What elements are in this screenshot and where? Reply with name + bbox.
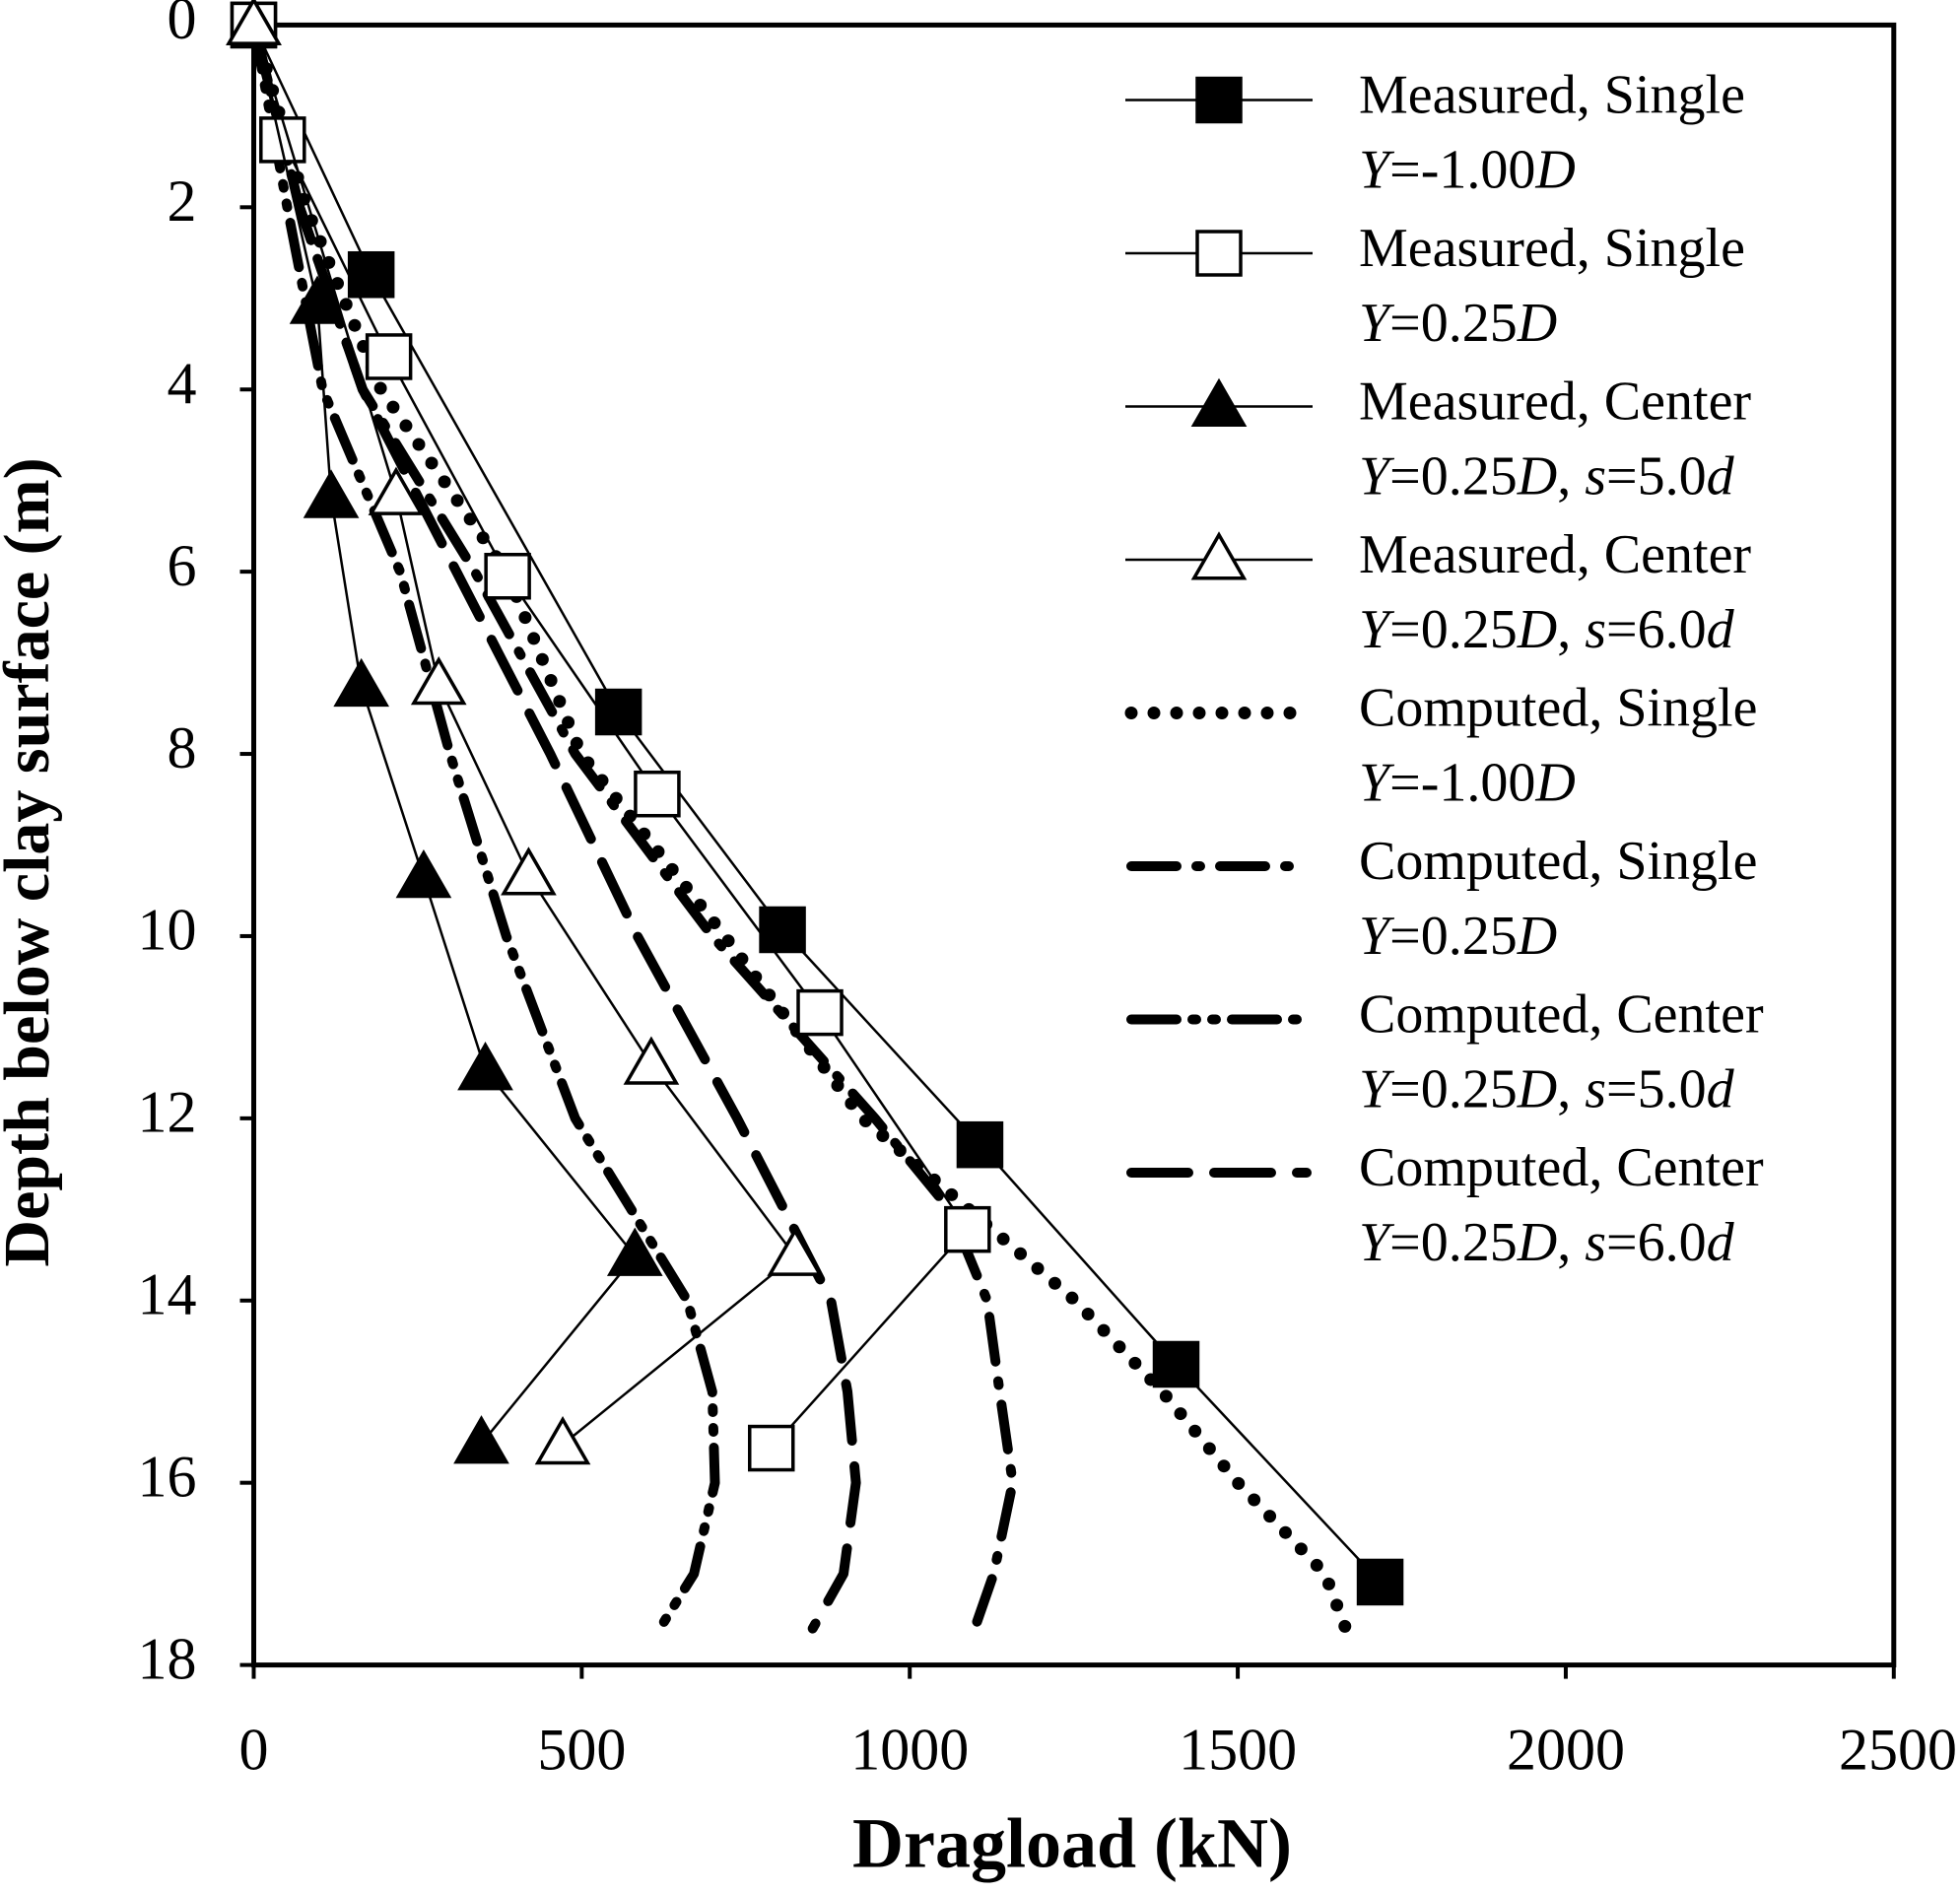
series-line — [252, 25, 970, 1450]
legend-condition: Y=0.25D, s=6.0d — [1359, 1212, 1735, 1273]
marker — [303, 469, 360, 518]
y-tick-label: 16 — [138, 1444, 197, 1509]
x-tick-label: 500 — [537, 1717, 626, 1782]
marker — [606, 1227, 663, 1276]
y-tick-label: 6 — [168, 533, 197, 598]
series-line — [247, 18, 1360, 1654]
series-line — [252, 25, 796, 1446]
legend-condition: Y=-1.00D — [1359, 139, 1576, 200]
marker — [767, 1227, 824, 1276]
legend-condition: Y=0.25D — [1359, 293, 1557, 354]
marker — [634, 770, 681, 818]
x-tick-label: 1000 — [850, 1717, 969, 1782]
legend-label: Measured, Center — [1359, 524, 1751, 585]
x-tick-label: 2000 — [1507, 1717, 1625, 1782]
legend-condition: Y=-1.00D — [1359, 752, 1576, 813]
plot-frame — [251, 22, 1897, 1668]
marker — [759, 906, 806, 954]
marker — [623, 1036, 680, 1085]
marker — [1152, 1340, 1200, 1388]
marker — [748, 1424, 795, 1472]
legend-condition: Y=0.25D, s=6.0d — [1359, 599, 1735, 660]
y-tick-label: 14 — [138, 1262, 197, 1327]
legend-marker — [1195, 76, 1243, 124]
marker — [956, 1120, 1004, 1169]
y-axis-title: Depth below clay surface (m) — [0, 457, 63, 1266]
series-line — [248, 20, 861, 1634]
y-tick-label: 4 — [168, 351, 197, 416]
legend-label: Computed, Center — [1359, 983, 1764, 1045]
legend-condition: Y=0.25D, s=5.0d — [1359, 1058, 1735, 1119]
x-tick-label: 2500 — [1839, 1717, 1957, 1782]
x-tick-label: 0 — [239, 1717, 269, 1782]
marker — [395, 848, 452, 899]
legend-label: Measured, Center — [1359, 371, 1751, 432]
marker — [333, 657, 390, 708]
x-tick-label: 1500 — [1179, 1717, 1297, 1782]
marker — [226, 0, 282, 45]
marker — [944, 1205, 991, 1253]
marker — [594, 688, 642, 736]
marker — [347, 250, 395, 299]
legend-label: Measured, Single — [1359, 218, 1745, 279]
marker — [453, 1415, 509, 1464]
marker — [501, 846, 557, 896]
marker — [796, 988, 844, 1037]
marker — [484, 553, 531, 600]
y-tick-label: 18 — [138, 1626, 197, 1691]
legend-label: Measured, Single — [1359, 64, 1745, 125]
legend-label: Computed, Center — [1359, 1137, 1764, 1198]
y-tick-label: 8 — [168, 715, 197, 780]
legend-condition: Y=0.25D — [1359, 906, 1557, 967]
marker — [365, 333, 413, 380]
marker — [534, 1416, 591, 1465]
legend-label: Computed, Single — [1359, 831, 1757, 892]
y-tick-label: 10 — [138, 898, 197, 963]
legend-marker — [1190, 377, 1248, 427]
series-line — [252, 25, 637, 1445]
legend-marker — [1195, 230, 1243, 277]
marker — [289, 275, 346, 324]
y-tick-label: 2 — [168, 169, 197, 234]
legend-marker — [1190, 531, 1248, 580]
y-tick-label: 12 — [138, 1080, 197, 1145]
x-axis-title: Dragload (kN) — [852, 1804, 1292, 1883]
legend-label: Computed, Single — [1359, 677, 1757, 738]
marker — [457, 1042, 513, 1091]
marker — [1356, 1558, 1404, 1606]
y-tick-label: 0 — [168, 0, 197, 51]
marker — [410, 655, 467, 706]
legend-condition: Y=0.25D, s=5.0d — [1359, 445, 1735, 507]
series-line — [248, 20, 720, 1634]
marker — [368, 466, 425, 515]
